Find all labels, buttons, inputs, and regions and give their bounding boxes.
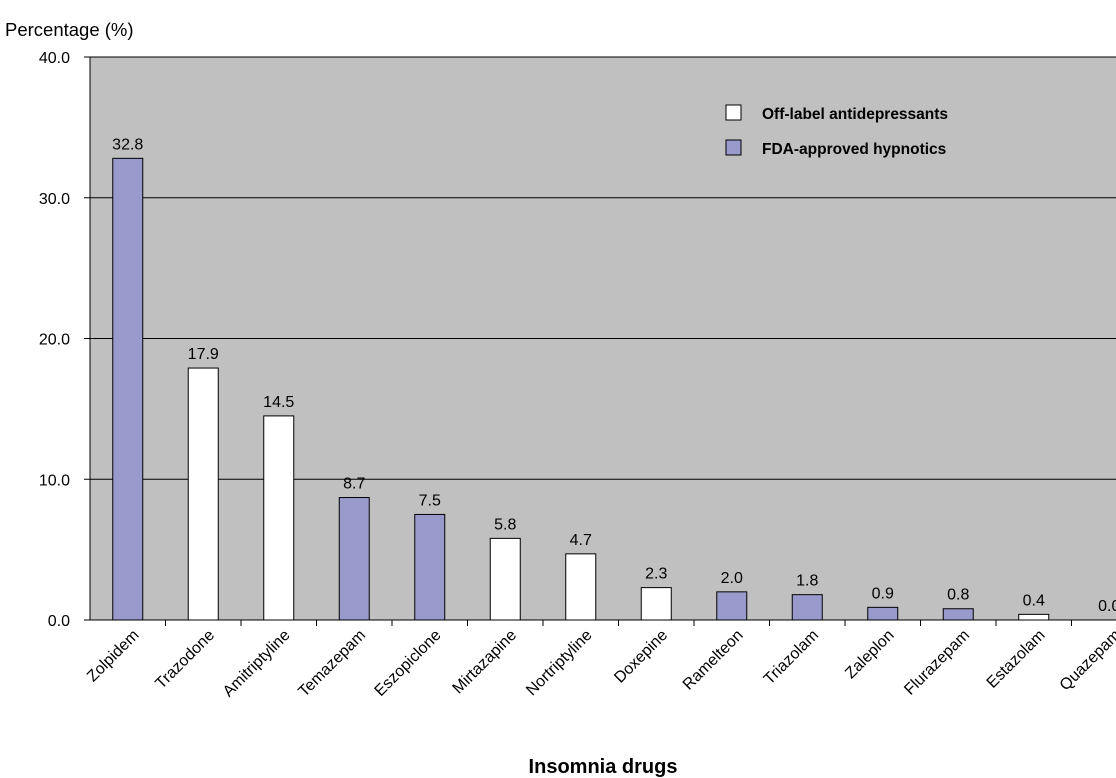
bar-trazodone [187,367,219,621]
value-label: 14.5 [263,394,294,411]
y-tick-label: 0.0 [48,613,70,630]
value-label: 4.7 [570,532,592,549]
bar-amitriptyline [263,415,295,621]
x-tick-label: Triazolam [761,627,822,688]
x-tick-label: Amitriptyline [220,627,294,701]
bar-zaleplon [867,606,899,621]
legend-swatch-fda [725,139,742,156]
x-axis-title: Insomnia drugs [529,756,678,778]
legend: Off-label antidepressants FDA-approved hy… [725,104,948,158]
value-label: 17.9 [188,346,219,363]
legend-label-off: Off-label antidepressants [762,106,948,123]
bar-zolpidem [112,157,144,621]
gridlines [90,56,1116,480]
bar-doxepine [640,587,672,621]
legend-swatch-off [725,104,742,121]
bar-flurazepam [942,608,974,621]
x-tick-label: Ramelteon [680,627,747,694]
value-label: 0.4 [1023,592,1045,609]
value-label: 2.3 [645,566,667,583]
y-tick-label: 10.0 [39,472,70,489]
bars [112,157,1050,621]
bar-estazolam [1018,613,1050,621]
legend-label-fda: FDA-approved hypnotics [762,141,946,158]
bar-triazolam [791,594,823,621]
x-tick-label: Flurazepam [901,627,973,699]
bar-ramelteon [716,591,748,621]
y-axis-title: Percentage (%) [5,19,134,40]
bar-mirtazapine [489,537,521,621]
value-label: 1.8 [796,573,818,590]
bar-eszopiclone [414,513,446,621]
value-label: 8.7 [343,476,365,493]
x-tick-label: Eszopiclone [372,627,445,700]
y-tick-label: 30.0 [39,191,70,208]
value-label: 5.8 [494,516,516,533]
value-labels: 32.8 17.9 14.5 8.7 7.5 5.8 4.7 2.3 2.0 1.8 0.9 0.8 0… [112,136,1116,615]
x-axis: Zolpidem Trazodone Amitriptyline Temazepam E… [84,619,1116,701]
value-label: 0.0 [1098,598,1116,615]
x-tick-label: Quazepam [1057,627,1116,694]
x-tick-label: Nortriptyline [523,627,595,699]
y-axis: 0.0 10.0 20.0 30.0 40.0 [39,50,91,630]
value-label: 7.5 [419,492,441,509]
y-tick-label: 40.0 [39,50,70,67]
x-tick-label: Temazepam [295,627,369,701]
x-tick-label: Zolpidem [84,627,143,686]
value-label: 0.9 [872,585,894,602]
x-tick-label: Trazodone [152,627,218,693]
y-tick-label: 20.0 [39,332,70,349]
x-tick-label: Estazolam [984,627,1049,692]
x-tick-label: Doxepine [611,627,671,687]
bar-temazepam [338,497,370,621]
x-tick-label: Zaleplon [842,627,897,682]
value-label: 32.8 [112,136,143,153]
value-label: 2.0 [721,570,743,587]
value-label: 0.8 [947,587,969,604]
x-tick-label: Mirtazapine [450,627,521,698]
bar-nortriptyline [565,553,597,621]
